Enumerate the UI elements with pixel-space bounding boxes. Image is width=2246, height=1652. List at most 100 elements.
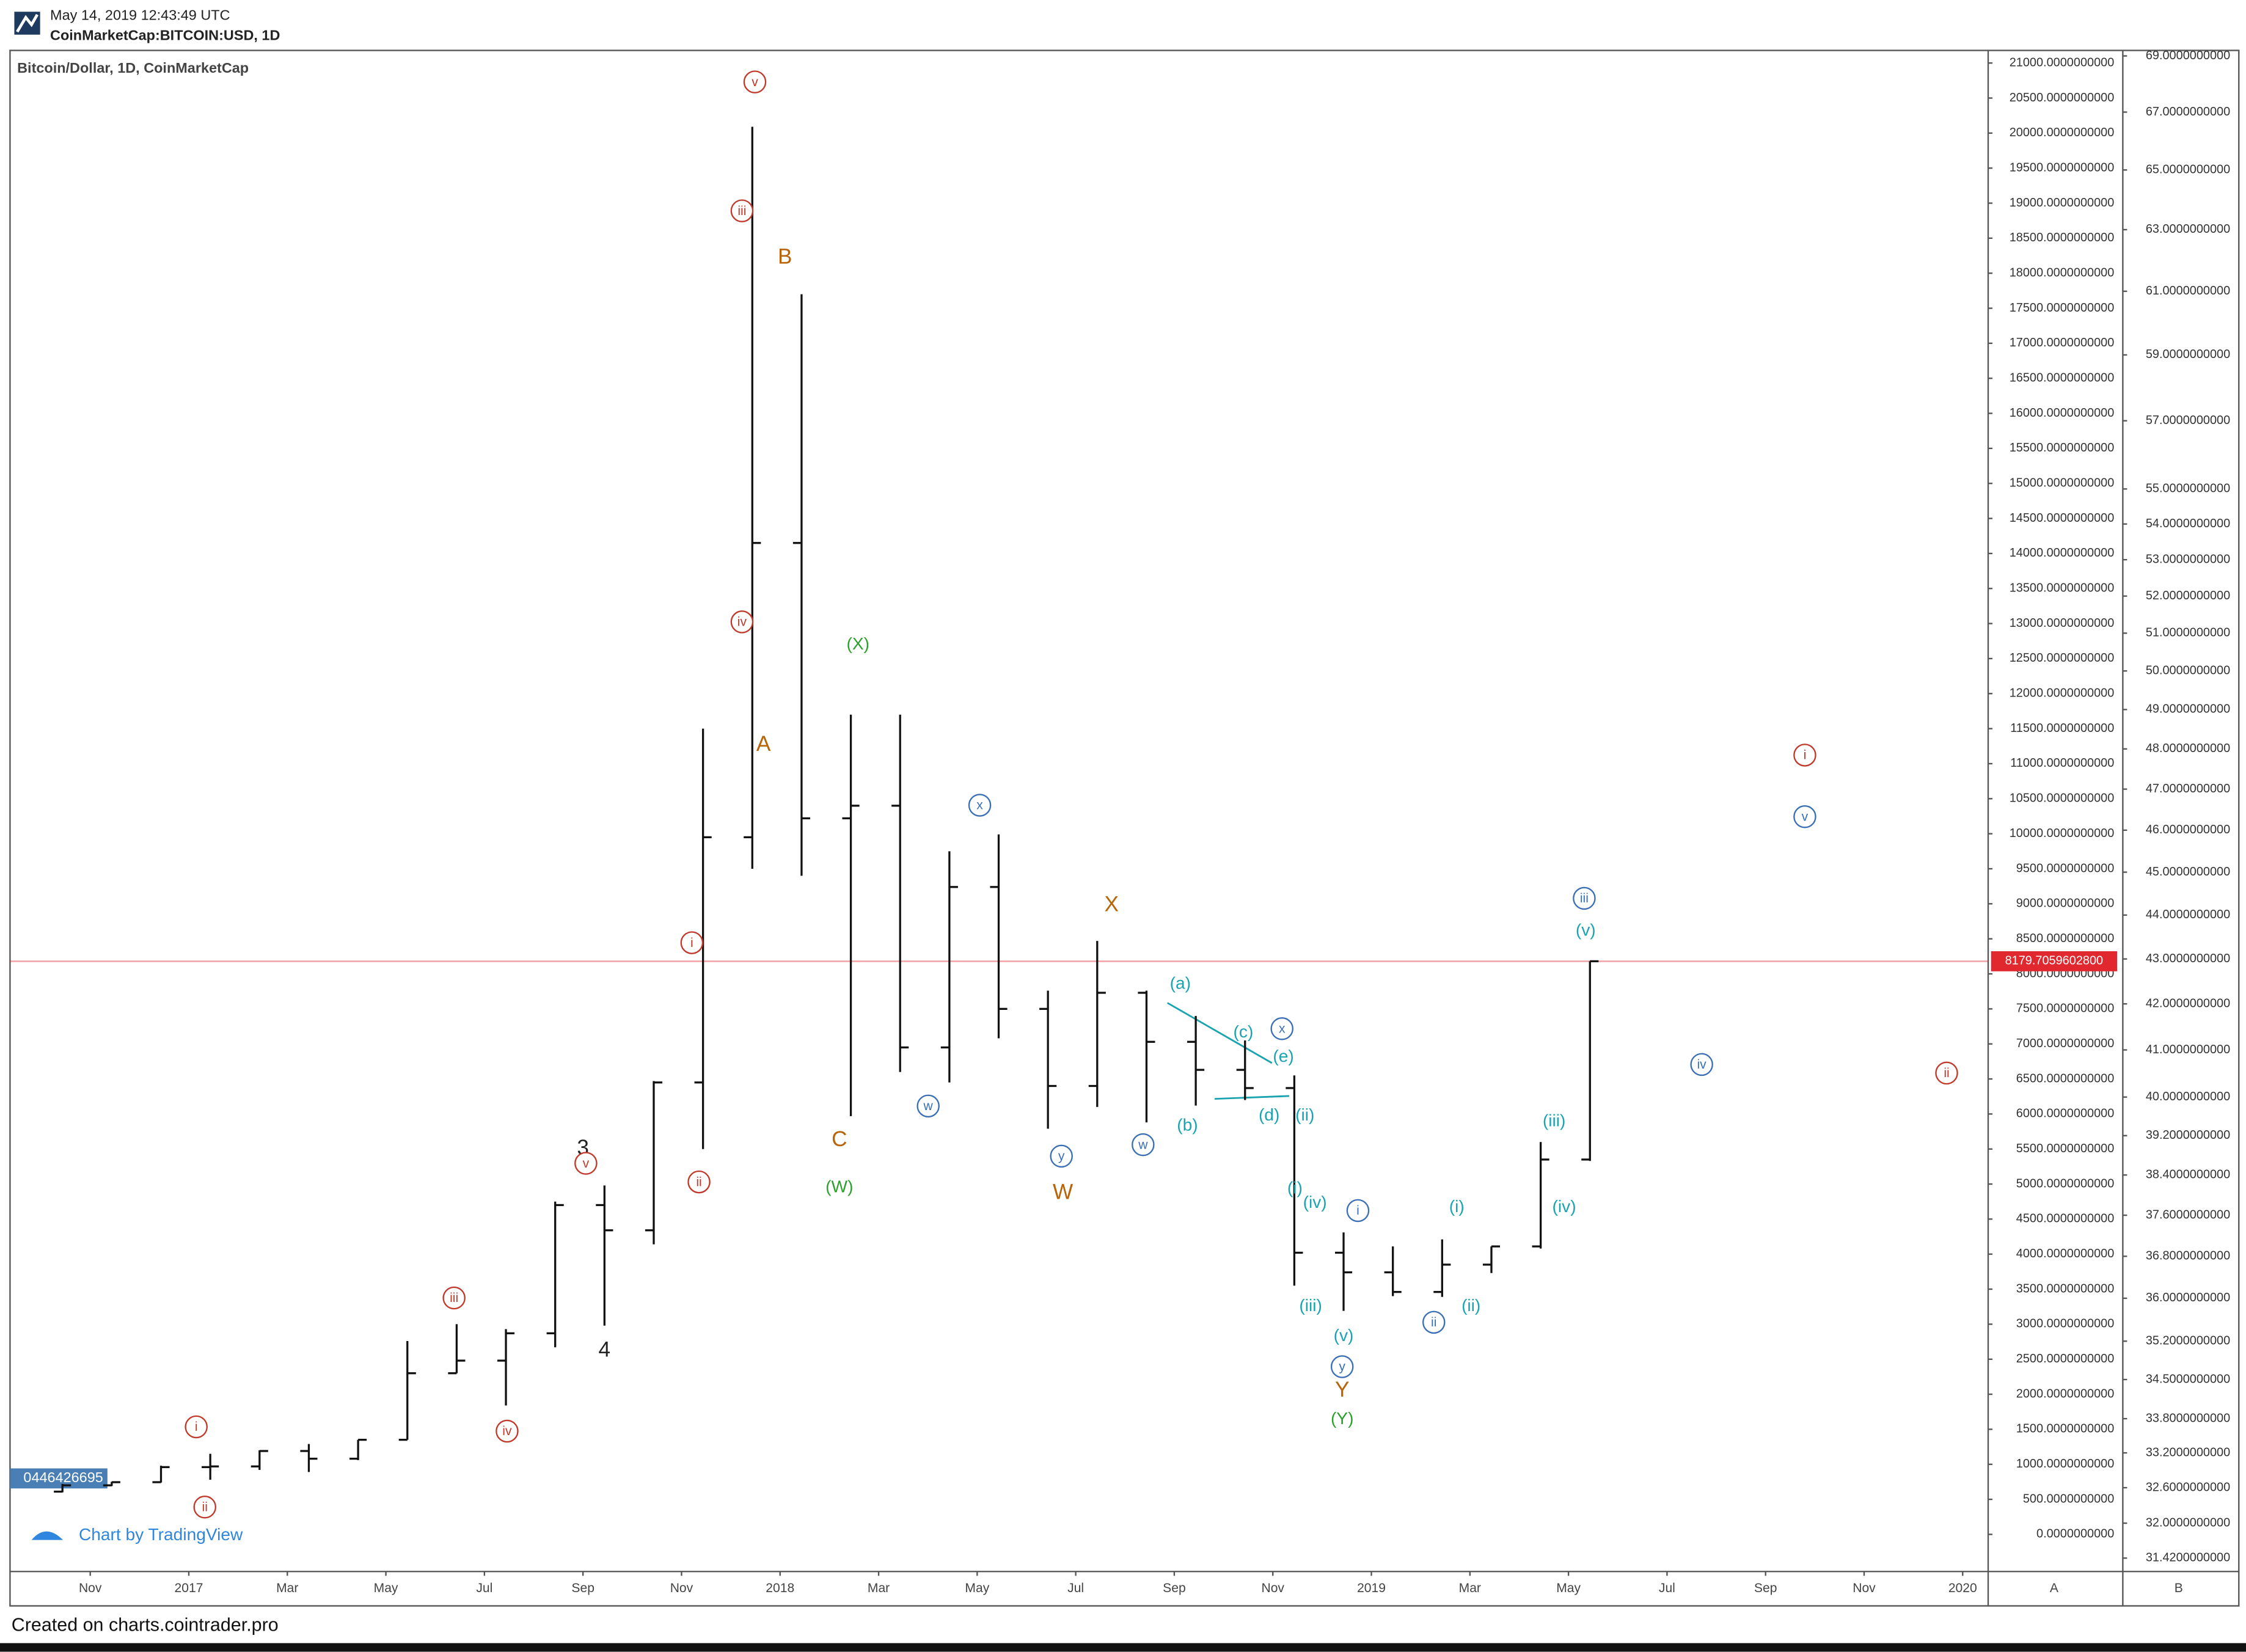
- wave-label: y: [1058, 1149, 1065, 1163]
- y2-tick-label: 32.6000000000: [2146, 1480, 2230, 1494]
- wave-circle: [1346, 1199, 1370, 1223]
- y-tick-label: 19500.0000000000: [2010, 161, 2115, 174]
- wave-label: i: [1804, 748, 1807, 762]
- y-tick-label: 1500.0000000000: [2016, 1422, 2115, 1436]
- y2-tick-label: 38.4000000000: [2146, 1168, 2230, 1182]
- wave-circle: [496, 1419, 519, 1443]
- wave-label: iii: [450, 1291, 458, 1305]
- y-tick-label: 2000.0000000000: [2016, 1387, 2115, 1400]
- y2-tick-label: 39.2000000000: [2146, 1128, 2230, 1142]
- y-tick-label: 18500.0000000000: [2010, 231, 2115, 244]
- wave-label: v: [752, 75, 758, 89]
- y2-tick-label: 63.0000000000: [2146, 222, 2230, 236]
- y-tick-label: 17500.0000000000: [2010, 301, 2115, 315]
- y-tick-label: 7000.0000000000: [2016, 1037, 2115, 1050]
- wave-circle: [1573, 886, 1596, 910]
- x-tick-label: Sep: [571, 1581, 594, 1595]
- wave-label: ii: [202, 1500, 208, 1515]
- wave-label: iii: [1580, 891, 1589, 905]
- wave-circle: [1050, 1144, 1073, 1168]
- y-tick-label: 6500.0000000000: [2016, 1072, 2115, 1085]
- wave-label: (Y): [1331, 1409, 1354, 1428]
- wave-label: (d): [1259, 1105, 1279, 1124]
- wave-label: (a): [1170, 973, 1191, 992]
- wave-label: iv: [737, 615, 747, 629]
- y2-tick-label: 45.0000000000: [2146, 865, 2230, 879]
- y2-tick-label: 49.0000000000: [2146, 703, 2230, 716]
- y2-tick-label: 51.0000000000: [2146, 626, 2230, 640]
- wave-label: i: [1356, 1204, 1359, 1218]
- wave-label: (i): [1287, 1179, 1303, 1197]
- wave-label: (ii): [1295, 1105, 1314, 1124]
- y2-tick-label: 55.0000000000: [2146, 482, 2230, 495]
- x-tick-label: 2019: [1357, 1581, 1386, 1595]
- y-tick-label: 15500.0000000000: [2010, 441, 2115, 455]
- y2-tick-label: 37.6000000000: [2146, 1208, 2230, 1221]
- y-tick-label: 3000.0000000000: [2016, 1317, 2115, 1331]
- y2-tick-label: 65.0000000000: [2146, 163, 2230, 176]
- y-tick-label: 10000.0000000000: [2010, 827, 2115, 840]
- wave-circle: [743, 70, 767, 93]
- y-tick-label: 17000.0000000000: [2010, 336, 2115, 349]
- logo: [14, 12, 40, 35]
- wave-label: (iii): [1543, 1111, 1565, 1130]
- wave-circle: [574, 1152, 598, 1175]
- y-tick-label: 14500.0000000000: [2010, 511, 2115, 525]
- y-tick-label: 4000.0000000000: [2016, 1247, 2115, 1260]
- wave-label: iv: [1697, 1058, 1707, 1072]
- y-tick-label: 18000.0000000000: [2010, 266, 2115, 279]
- tradingview-badge: Chart by TradingView: [31, 1525, 243, 1544]
- wave-label: v: [1802, 810, 1809, 824]
- wave-circle: [1690, 1053, 1713, 1076]
- y2-tick-label: 34.5000000000: [2146, 1372, 2230, 1386]
- y2-tick-label: 43.0000000000: [2146, 952, 2230, 965]
- footer-bar: [0, 1643, 2246, 1652]
- y2-tick-label: 40.0000000000: [2146, 1090, 2230, 1103]
- y2-tick-label: 36.0000000000: [2146, 1291, 2230, 1304]
- wave-label: w: [923, 1099, 934, 1113]
- wave-circle: [1793, 805, 1816, 828]
- wave-circle: [730, 199, 754, 222]
- wave-label: ii: [1431, 1315, 1436, 1329]
- wave-label: x: [976, 799, 983, 813]
- x-tick-label: Nov: [1261, 1581, 1284, 1595]
- y2-tick-label: 33.2000000000: [2146, 1446, 2230, 1459]
- y2-tick-label: 59.0000000000: [2146, 348, 2230, 361]
- wave-circle: [730, 610, 754, 634]
- wave-circle: [1935, 1061, 1958, 1085]
- x-tick-label: May: [965, 1581, 989, 1595]
- y2-tick-label: 33.8000000000: [2146, 1411, 2230, 1425]
- x-tick-label: Sep: [1754, 1581, 1777, 1595]
- y-tick-label: 16500.0000000000: [2010, 371, 2115, 384]
- wave-label: v: [583, 1157, 590, 1171]
- wave-label: C: [832, 1127, 847, 1151]
- price-label: 8179.7059602800: [2005, 954, 2104, 968]
- x-tick-label: 2017: [175, 1581, 203, 1595]
- y-tick-label: 13000.0000000000: [2010, 616, 2115, 630]
- wave-label: (c): [1234, 1022, 1254, 1041]
- y2-tick-label: 67.0000000000: [2146, 105, 2230, 119]
- wave-label: (iv): [1553, 1197, 1576, 1216]
- wave-label: (X): [847, 634, 870, 653]
- wave-label: iv: [502, 1424, 512, 1438]
- wave-circle: [1422, 1310, 1446, 1334]
- y2-tick-label: 54.0000000000: [2146, 517, 2230, 530]
- y-tick-label: 7500.0000000000: [2016, 1002, 2115, 1015]
- y2-tick-label: 50.0000000000: [2146, 664, 2230, 678]
- y-tick-label: 2500.0000000000: [2016, 1352, 2115, 1365]
- x-tick-label: Nov: [670, 1581, 693, 1595]
- x-tick-label: 2020: [1948, 1581, 1977, 1595]
- y-tick-label: 9500.0000000000: [2016, 861, 2115, 875]
- y-tick-label: 12500.0000000000: [2010, 651, 2115, 665]
- wave-circle: [193, 1496, 217, 1519]
- y-tick-label: 20000.0000000000: [2010, 126, 2115, 139]
- wave-label: X: [1105, 892, 1119, 916]
- y-tick-label: 5000.0000000000: [2016, 1177, 2115, 1190]
- wave-label: ii: [1944, 1066, 1949, 1080]
- wave-circle: [1793, 744, 1816, 767]
- x-tick-label: Mar: [276, 1581, 298, 1595]
- x-tick-label: 2018: [766, 1581, 794, 1595]
- chart-frame: [9, 49, 2240, 1607]
- timestamp: May 14, 2019 12:43:49 UTC: [50, 7, 230, 23]
- y2-tick-label: 52.0000000000: [2146, 589, 2230, 602]
